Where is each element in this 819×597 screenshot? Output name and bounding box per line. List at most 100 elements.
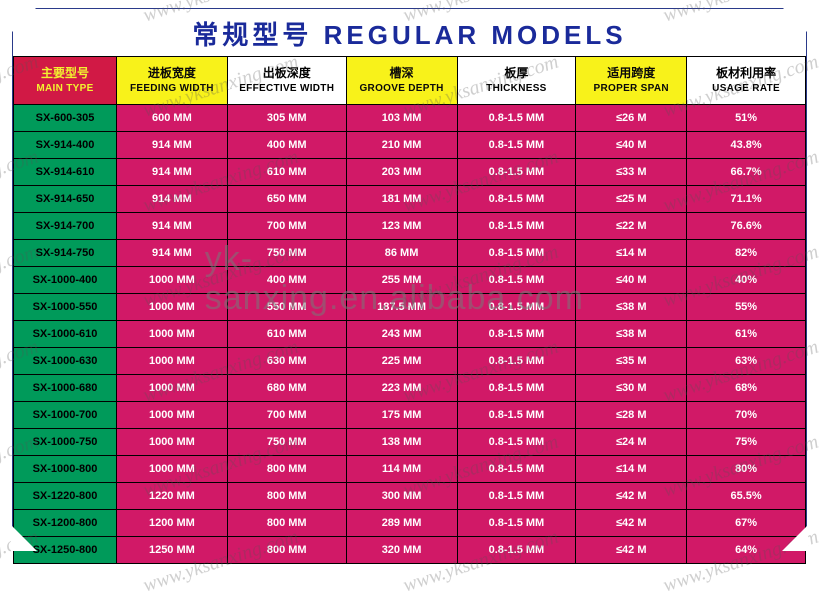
col-header-en: GROOVE DEPTH [348,83,456,95]
col-header-en: MAIN TYPE [15,83,115,95]
value-cell: 61% [687,321,806,348]
col-header: 出板深度 EFFECTIVE WIDTH [227,57,346,105]
value-cell: 650 MM [227,186,346,213]
value-cell: 289 MM [346,510,457,537]
value-cell: ≤28 M [576,402,687,429]
col-header-en: FEEDING WIDTH [118,83,226,95]
value-cell: 305 MM [227,105,346,132]
value-cell: 66.7% [687,159,806,186]
value-cell: 0.8-1.5 MM [457,186,576,213]
value-cell: 700 MM [227,213,346,240]
value-cell: 223 MM [346,375,457,402]
table-row: SX-914-700914 MM700 MM123 MM0.8-1.5 MM≤2… [14,213,806,240]
value-cell: 0.8-1.5 MM [457,537,576,564]
value-cell: 51% [687,105,806,132]
value-cell: 320 MM [346,537,457,564]
value-cell: 80% [687,456,806,483]
value-cell: 225 MM [346,348,457,375]
value-cell: 0.8-1.5 MM [457,321,576,348]
value-cell: ≤24 M [576,429,687,456]
value-cell: ≤38 M [576,321,687,348]
col-header-cn: 槽深 [348,67,456,81]
col-header-en: EFFECTIVE WIDTH [229,83,345,95]
value-cell: 0.8-1.5 MM [457,483,576,510]
table-row: SX-1000-8001000 MM800 MM114 MM0.8-1.5 MM… [14,456,806,483]
col-header-en: USAGE RATE [688,83,804,95]
value-cell: ≤42 M [576,537,687,564]
table-row: SX-1000-6801000 MM680 MM223 MM0.8-1.5 MM… [14,375,806,402]
value-cell: 123 MM [346,213,457,240]
col-header-en: PROPER SPAN [577,83,685,95]
value-cell: 914 MM [116,186,227,213]
value-cell: ≤42 M [576,510,687,537]
value-cell: ≤22 M [576,213,687,240]
value-cell: ≤35 M [576,348,687,375]
value-cell: 914 MM [116,213,227,240]
model-cell: SX-914-610 [14,159,117,186]
value-cell: 0.8-1.5 MM [457,132,576,159]
value-cell: 630 MM [227,348,346,375]
value-cell: 800 MM [227,537,346,564]
value-cell: ≤42 M [576,483,687,510]
value-cell: 300 MM [346,483,457,510]
model-cell: SX-1000-800 [14,456,117,483]
value-cell: 800 MM [227,510,346,537]
value-cell: 0.8-1.5 MM [457,213,576,240]
model-cell: SX-600-305 [14,105,117,132]
model-cell: SX-1000-750 [14,429,117,456]
model-cell: SX-1000-400 [14,267,117,294]
value-cell: ≤30 M [576,375,687,402]
value-cell: 914 MM [116,159,227,186]
col-header: 板材利用率 USAGE RATE [687,57,806,105]
table-row: SX-914-650914 MM650 MM181 MM0.8-1.5 MM≤2… [14,186,806,213]
col-header-cn: 适用跨度 [577,67,685,81]
value-cell: 610 MM [227,159,346,186]
value-cell: 400 MM [227,132,346,159]
value-cell: 1000 MM [116,429,227,456]
value-cell: 680 MM [227,375,346,402]
value-cell: ≤40 M [576,132,687,159]
col-header-cn: 主要型号 [15,67,115,81]
value-cell: 1000 MM [116,456,227,483]
value-cell: 0.8-1.5 MM [457,105,576,132]
col-header-en: THICKNESS [459,83,575,95]
col-header-cn: 进板宽度 [118,67,226,81]
value-cell: 68% [687,375,806,402]
value-cell: 63% [687,348,806,375]
value-cell: 0.8-1.5 MM [457,429,576,456]
value-cell: 243 MM [346,321,457,348]
col-header-cn: 出板深度 [229,67,345,81]
value-cell: 181 MM [346,186,457,213]
col-header: 板厚THICKNESS [457,57,576,105]
table-row: SX-1000-7501000 MM750 MM138 MM0.8-1.5 MM… [14,429,806,456]
col-header: 适用跨度 PROPER SPAN [576,57,687,105]
model-cell: SX-914-750 [14,240,117,267]
value-cell: 800 MM [227,456,346,483]
col-header-cn: 板材利用率 [688,67,804,81]
value-cell: 0.8-1.5 MM [457,402,576,429]
model-cell: SX-914-650 [14,186,117,213]
value-cell: 0.8-1.5 MM [457,510,576,537]
model-cell: SX-1000-680 [14,375,117,402]
model-cell: SX-1000-630 [14,348,117,375]
table-row: SX-914-400914 MM400 MM210 MM0.8-1.5 MM≤4… [14,132,806,159]
col-header: 进板宽度 FEEDING WIDTH [116,57,227,105]
table-row: SX-1200-8001200 MM800 MM289 MM0.8-1.5 MM… [14,510,806,537]
value-cell: 55% [687,294,806,321]
value-cell: 1000 MM [116,348,227,375]
value-cell: 1000 MM [116,321,227,348]
value-cell: 71.1% [687,186,806,213]
value-cell: 0.8-1.5 MM [457,375,576,402]
value-cell: 700 MM [227,402,346,429]
value-cell: 1200 MM [116,510,227,537]
value-cell: 210 MM [346,132,457,159]
col-header: 主要型号 MAIN TYPE [14,57,117,105]
model-cell: SX-914-400 [14,132,117,159]
value-cell: 1220 MM [116,483,227,510]
value-cell: ≤26 M [576,105,687,132]
value-cell: 600 MM [116,105,227,132]
table-row: SX-1250-8001250 MM800 MM320 MM0.8-1.5 MM… [14,537,806,564]
value-cell: 76.6% [687,213,806,240]
table-row: SX-1000-6101000 MM610 MM243 MM0.8-1.5 MM… [14,321,806,348]
value-cell: 114 MM [346,456,457,483]
